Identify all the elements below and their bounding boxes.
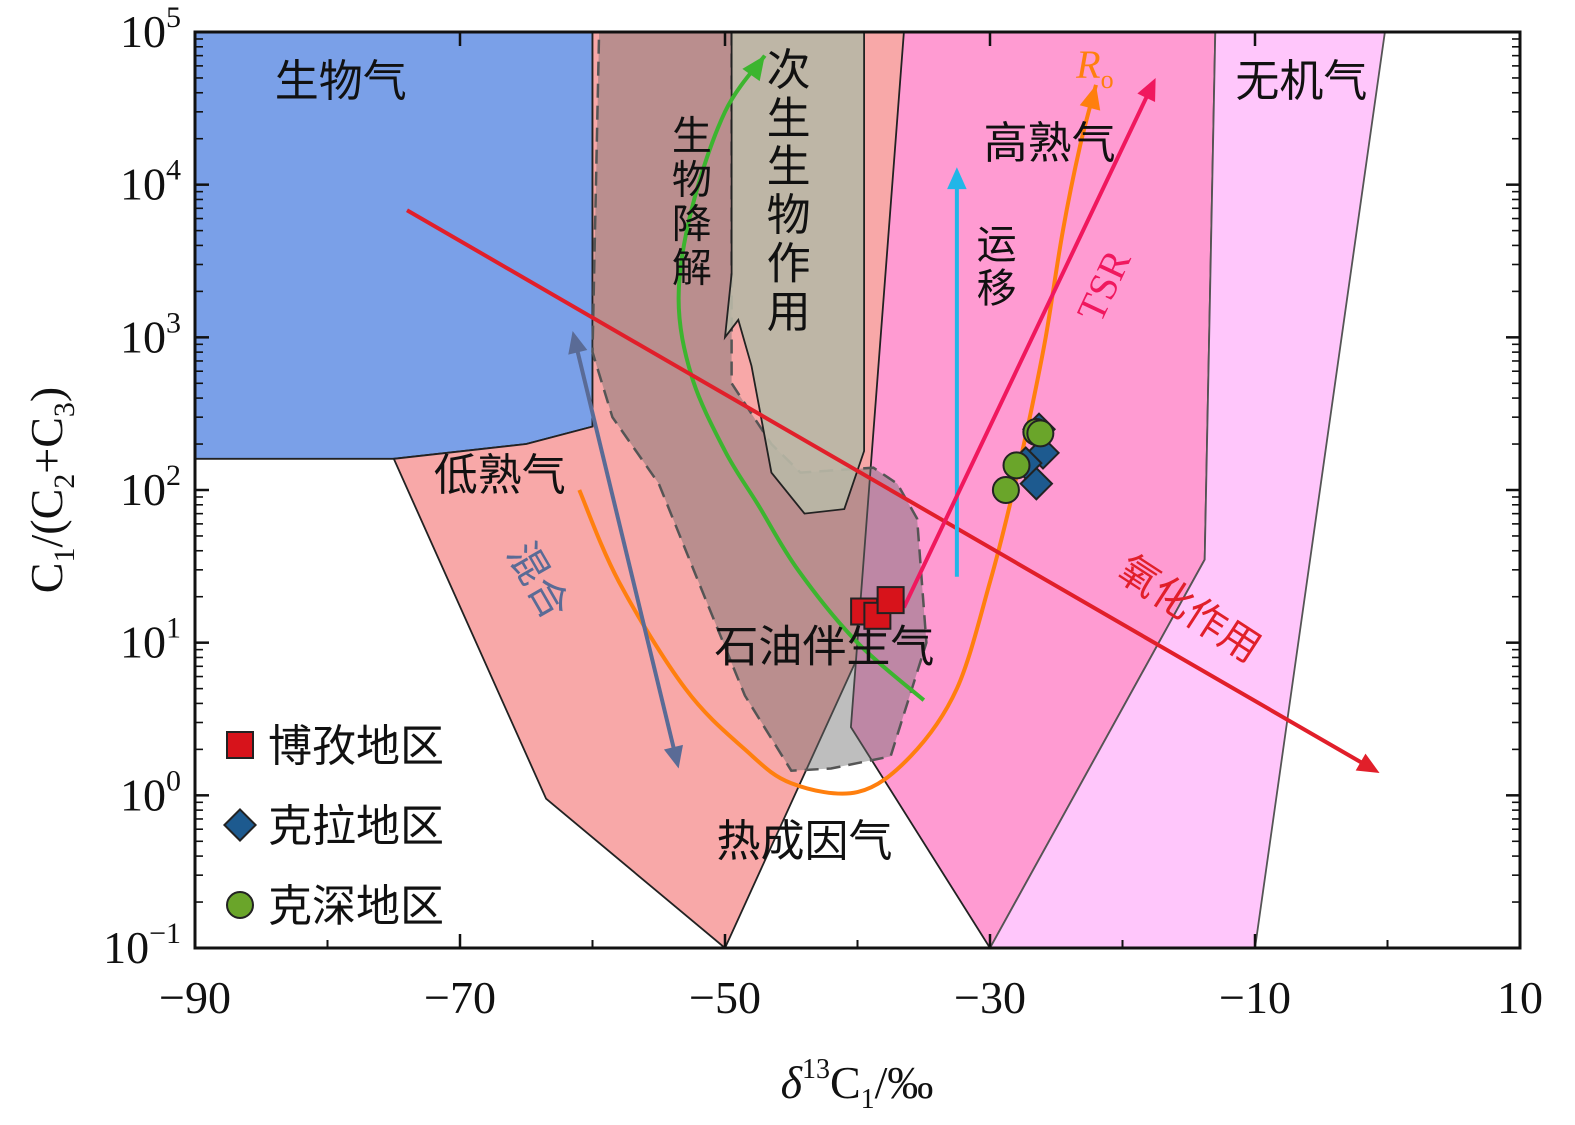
zone-石油伴生气 <box>591 32 928 772</box>
process-label-运移: 运移 <box>977 222 1017 311</box>
arrow-混合 <box>575 349 677 751</box>
y-axis-title: C1/(C2+C3) <box>21 387 81 593</box>
process-arrows <box>405 77 1380 774</box>
label-生物气: 生物气 <box>275 57 407 106</box>
zone-次生生物作用 <box>723 32 865 515</box>
label-低熟气: 低熟气 <box>434 451 566 500</box>
label-石油伴生气: 石油伴生气 <box>714 623 934 672</box>
data-points <box>850 412 1061 630</box>
arrowhead-氧化作用 <box>1355 753 1380 774</box>
x-tick-label-5: 10 <box>1497 972 1543 1023</box>
y-tick-label-0: 10−1 <box>103 917 181 973</box>
x-tick-label-4: −10 <box>1219 972 1291 1023</box>
y-tick-label-1: 100 <box>120 764 181 820</box>
point-克深地区-0 <box>991 476 1020 504</box>
legend-marker-克拉地区 <box>222 807 258 843</box>
x-tick-label-3: −30 <box>954 972 1026 1023</box>
y-tick-label-6: 105 <box>120 1 181 57</box>
arrowhead-运移 <box>947 167 967 190</box>
label-无机气: 无机气 <box>1235 57 1367 106</box>
label-高熟气: 高熟气 <box>984 119 1116 168</box>
legend-marker-克深地区 <box>226 891 254 919</box>
arrowhead-混合 <box>663 744 683 769</box>
arrowhead-TSR <box>1137 77 1156 102</box>
point-克深地区-3 <box>1026 419 1055 448</box>
legend-label-博孜地区: 博孜地区 <box>268 722 444 771</box>
legend-label-克深地区: 克深地区 <box>268 882 444 931</box>
label-热成因气: 热成因气 <box>717 817 893 866</box>
arrowhead-start-混合 <box>568 331 588 355</box>
label-次生生物作用: 次生生物作用 <box>767 46 811 337</box>
y-tick-label-5: 104 <box>120 154 181 210</box>
curve-Ro <box>577 84 1098 796</box>
trend-curves <box>577 54 1101 796</box>
axes: −90 −70 −50 −30 −10 10 10−1 100 101 102 103 104 105 δ… <box>21 1 1543 1115</box>
y-tick-label-2: 101 <box>120 612 181 668</box>
point-克深地区-1 <box>1002 451 1031 480</box>
legend-marker-博孜地区 <box>226 731 254 759</box>
label-ro: Ro <box>1075 42 1113 94</box>
arrow-氧化作用 <box>405 208 1364 766</box>
y-tick-label-3: 102 <box>120 459 181 515</box>
y-tick-label-4: 103 <box>120 306 181 362</box>
curve-arrowhead-Ro <box>1079 84 1101 111</box>
arrow-TSR <box>902 94 1150 609</box>
point-博孜地区-2 <box>876 586 905 615</box>
legend-label-克拉地区: 克拉地区 <box>268 802 444 851</box>
curve-arrowhead-生物降解 <box>742 55 765 82</box>
x-tick-label-0: −90 <box>159 972 231 1023</box>
x-tick-label-2: −50 <box>689 972 761 1023</box>
x-tick-label-1: −70 <box>424 972 496 1023</box>
point-克拉地区-1 <box>1025 435 1061 470</box>
x-axis-title: δ13C1/‰ <box>781 1054 934 1115</box>
process-label-生物降解: 生物降解 <box>672 113 712 290</box>
curve-生物降解 <box>676 54 926 702</box>
